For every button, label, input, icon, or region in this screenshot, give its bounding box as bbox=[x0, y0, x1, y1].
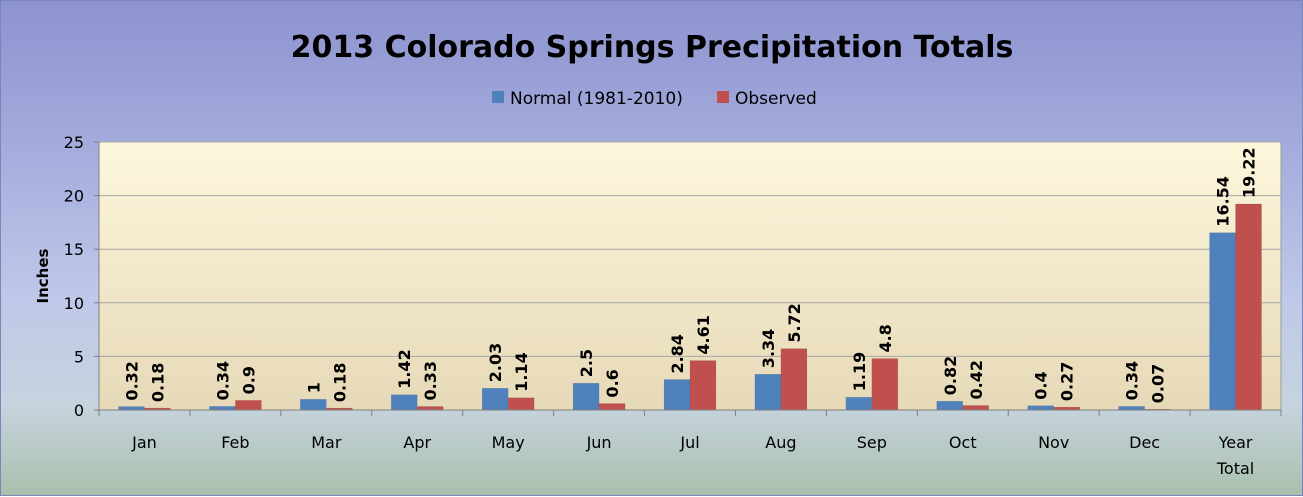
data-label: 0.82 bbox=[941, 356, 960, 395]
legend: Normal (1981-2010) Observed bbox=[492, 89, 817, 109]
x-tick-label: Aug bbox=[765, 433, 796, 452]
data-label: 0.18 bbox=[330, 363, 349, 402]
x-tick-label: Year Total bbox=[1216, 433, 1254, 478]
legend-swatch bbox=[717, 91, 729, 103]
y-tick-label: 15 bbox=[64, 240, 84, 259]
y-tick-label: 5 bbox=[74, 347, 84, 366]
bar-normal bbox=[300, 399, 327, 411]
x-tick-label: Jan bbox=[131, 433, 157, 452]
bar-normal bbox=[209, 406, 236, 411]
bar-observed bbox=[507, 397, 535, 411]
data-label: 0.6 bbox=[603, 369, 622, 397]
bar-observed bbox=[871, 358, 899, 411]
chart-title: 2013 Colorado Springs Precipitation Tota… bbox=[291, 30, 1014, 65]
bar-observed bbox=[780, 348, 808, 411]
y-tick-label: 10 bbox=[64, 294, 84, 313]
x-tick-label: Nov bbox=[1038, 433, 1069, 452]
data-label: 0.34 bbox=[213, 361, 232, 400]
bar-normal bbox=[1027, 405, 1054, 411]
x-tick-label: Jul bbox=[679, 433, 699, 452]
bar-normal bbox=[754, 373, 782, 411]
data-label: 1.14 bbox=[512, 352, 531, 391]
data-label: 4.8 bbox=[876, 324, 895, 352]
bar-normal bbox=[1118, 406, 1145, 411]
bars bbox=[118, 203, 1262, 411]
x-tick-label: Feb bbox=[221, 433, 249, 452]
x-tick-label: Apr bbox=[403, 433, 431, 452]
x-axis: Jan Feb Mar Apr May Jun Jul Aug Sep Oct Nov Dec Year… bbox=[98, 409, 1282, 478]
bar-normal bbox=[663, 379, 691, 411]
x-tick-label: May bbox=[492, 433, 525, 452]
y-axis: 0 5 10 15 20 25 bbox=[64, 133, 100, 420]
data-label: 4.61 bbox=[694, 315, 713, 354]
y-axis-label: Inches bbox=[34, 248, 52, 303]
y-tick-label: 0 bbox=[74, 401, 84, 420]
bar-normal bbox=[390, 394, 418, 411]
x-tick-label: Dec bbox=[1129, 433, 1160, 452]
data-label: 0.32 bbox=[122, 361, 141, 400]
data-label: 0.33 bbox=[421, 361, 440, 400]
bar-normal bbox=[481, 387, 509, 411]
bar-observed bbox=[598, 403, 626, 411]
gridlines bbox=[99, 141, 1281, 357]
y-tick-label: 20 bbox=[64, 187, 84, 206]
data-label: 0.07 bbox=[1149, 364, 1168, 403]
data-label: 0.34 bbox=[1123, 361, 1142, 400]
bar-normal bbox=[845, 396, 873, 411]
x-tick-label: Oct bbox=[949, 433, 977, 452]
data-label: 0.9 bbox=[239, 366, 258, 394]
bar-observed bbox=[962, 405, 990, 411]
data-label: 0.18 bbox=[148, 363, 167, 402]
x-tick-label: Sep bbox=[857, 433, 887, 452]
data-label: 0.27 bbox=[1058, 362, 1077, 401]
data-label: 16.54 bbox=[1214, 176, 1233, 227]
bar-normal bbox=[936, 400, 964, 411]
data-label: 0.4 bbox=[1032, 371, 1051, 399]
data-label: 2.84 bbox=[668, 334, 687, 373]
bar-observed bbox=[235, 400, 262, 411]
data-label: 1.19 bbox=[850, 352, 869, 391]
data-label: 0.42 bbox=[967, 360, 986, 399]
bar-observed bbox=[416, 406, 444, 411]
data-labels: 0.32 0.34 1 1.42 2.03 2.5 2.84 3.34 1.19 0.82 0.4 0… bbox=[122, 147, 1258, 403]
bar-normal bbox=[572, 382, 600, 411]
data-label: 19.22 bbox=[1240, 147, 1259, 198]
bar-observed bbox=[689, 360, 717, 411]
data-label: 2.5 bbox=[577, 349, 596, 377]
y-tick-label: 25 bbox=[64, 133, 84, 152]
data-label: 2.03 bbox=[486, 343, 505, 382]
data-label: 3.34 bbox=[759, 329, 778, 368]
data-label: 1 bbox=[304, 382, 323, 393]
legend-swatch bbox=[492, 91, 504, 103]
x-tick-label: Mar bbox=[311, 433, 342, 452]
data-label: 1.42 bbox=[395, 349, 414, 388]
data-label: 5.72 bbox=[785, 303, 804, 342]
bar-normal bbox=[1209, 232, 1236, 411]
legend-label: Observed bbox=[735, 89, 817, 109]
x-tick-label: Jun bbox=[586, 433, 612, 452]
legend-label: Normal (1981-2010) bbox=[510, 89, 683, 109]
bar-normal bbox=[118, 406, 145, 411]
bar-observed bbox=[1235, 203, 1262, 411]
